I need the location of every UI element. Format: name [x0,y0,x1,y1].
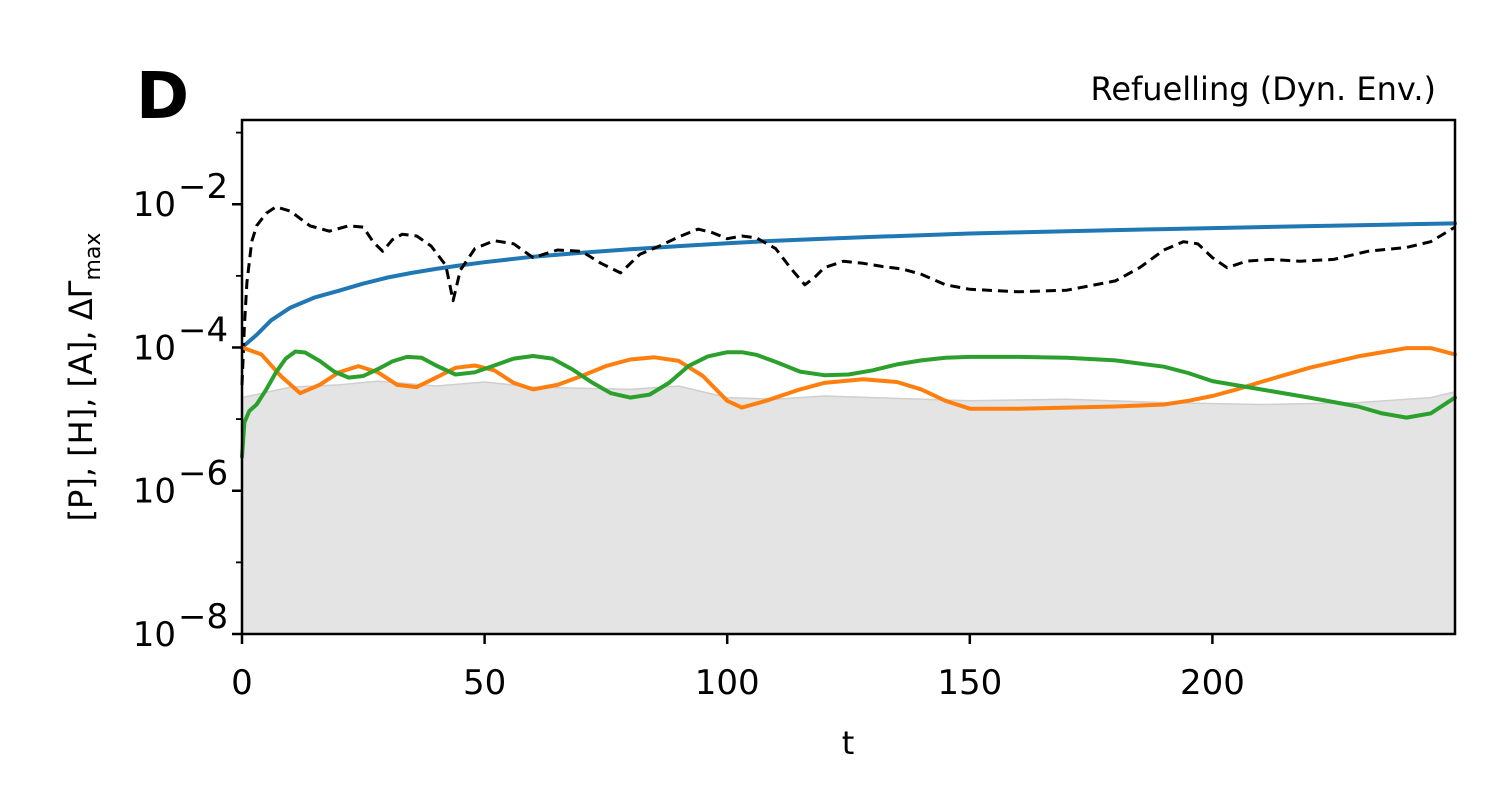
x-tick-label: 200 [1180,663,1245,703]
y-axis-label-main: [P], [H], [A], ΔΓ [62,280,100,521]
series-layer [240,205,1457,459]
x-tick-label: 100 [695,663,760,703]
y-axis-label: [P], [H], [A], ΔΓmax [62,233,106,522]
series-line-3 [240,345,1457,411]
x-tick-label: 50 [463,663,506,703]
shaded-region [242,381,1455,634]
y-tick-label: 10 [133,615,176,655]
shaded-region-layer [241,380,1456,634]
series-line-1 [240,221,1457,350]
chart-title: Refuelling (Dyn. Env.) [1091,70,1436,108]
y-tick-label-exponent: −8 [178,597,228,637]
y-tick-label-exponent: −6 [178,454,228,494]
y-axis-label-subscript: max [81,233,106,281]
y-tick-label: 10 [133,328,176,368]
y-tick-label: 10 [133,185,176,225]
x-ticks: 0 50 100 150 200 [231,634,1245,703]
plot-frame [240,118,1457,636]
series-line-2 [240,205,1456,385]
x-tick-label: 0 [231,663,253,703]
x-tick-label: 150 [937,663,1002,703]
x-axis-label: t [842,724,855,762]
panel-label: D [136,60,189,134]
y-ticks: 10−810−610−410−2 [133,131,242,655]
y-tick-label: 10 [133,472,176,512]
y-tick-label-exponent: −4 [178,310,228,350]
y-tick-label-exponent: −2 [178,167,228,207]
series-line-4 [240,349,1457,459]
